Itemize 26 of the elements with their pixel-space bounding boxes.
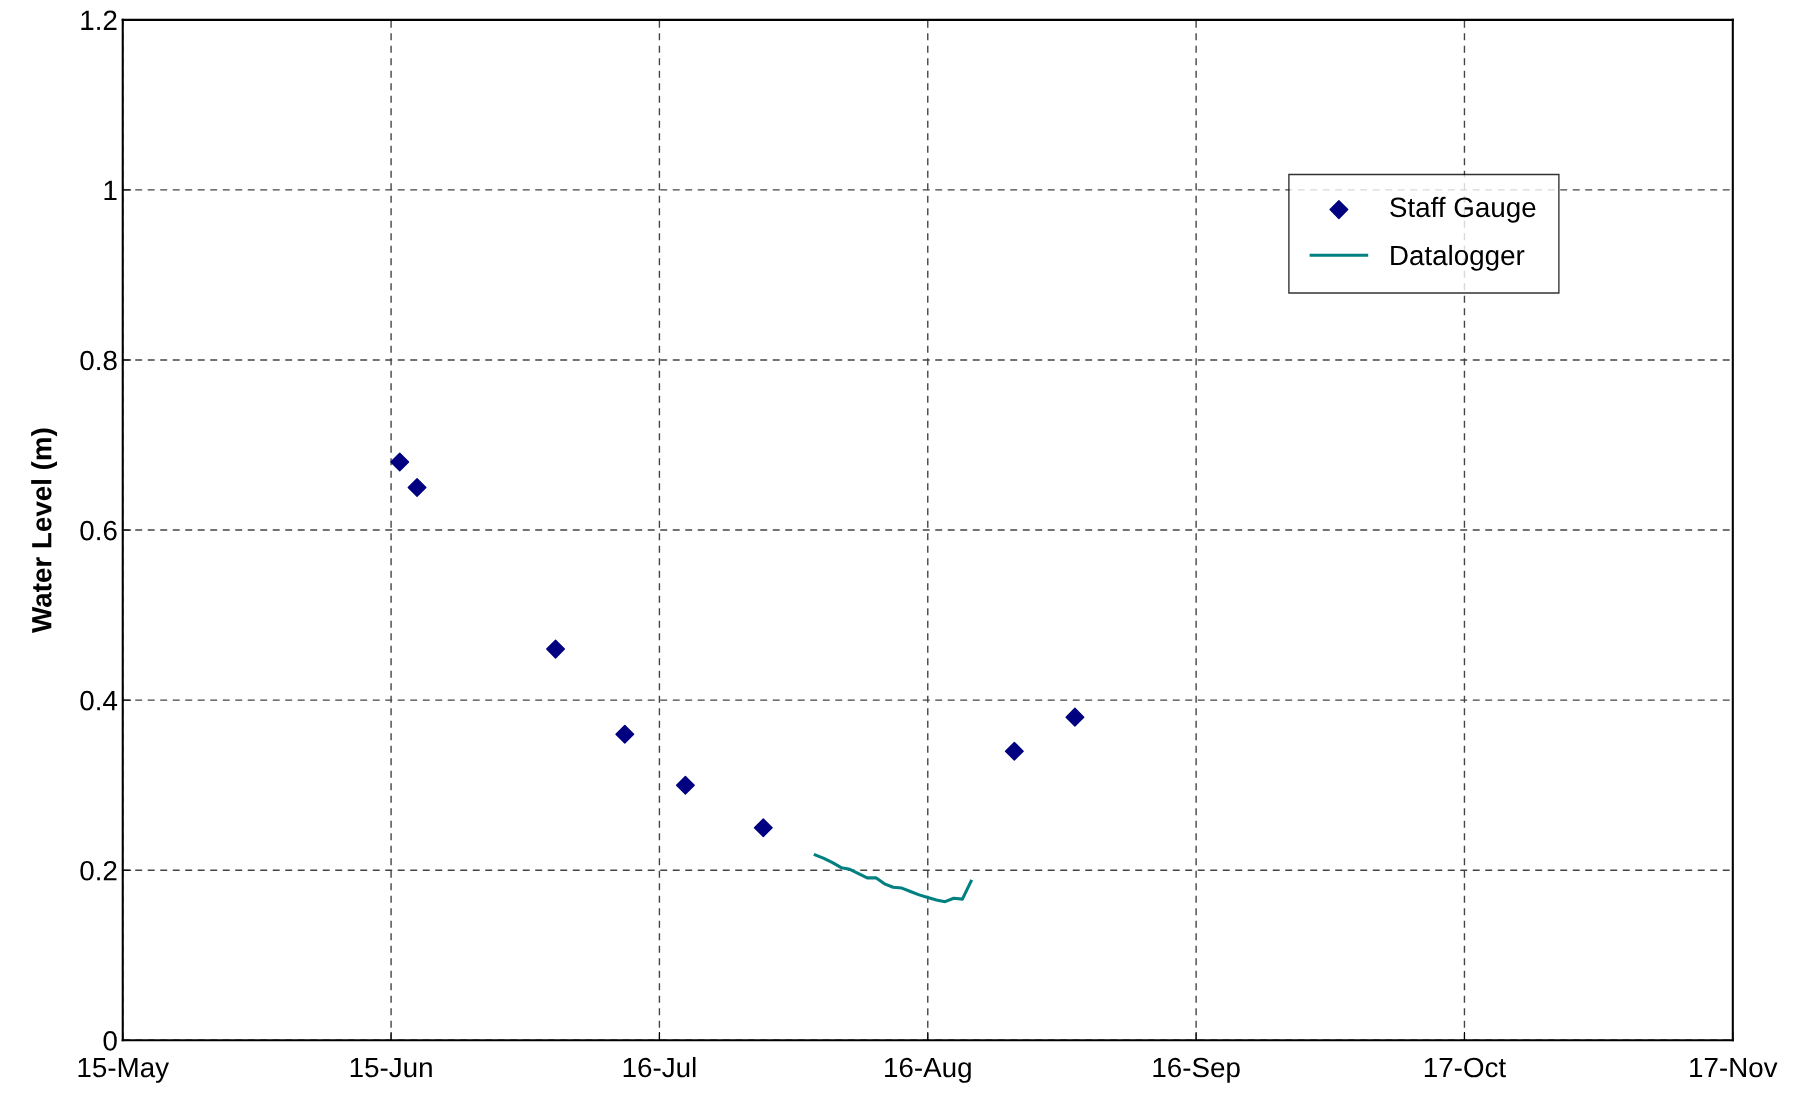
point <box>407 478 427 498</box>
x-tick-label: 16-Aug <box>885 1057 971 1083</box>
x-tick-label: 15-May <box>78 1057 169 1083</box>
y-tick-label: 0.2 <box>80 860 117 881</box>
y-tick-label: 1 <box>104 180 117 200</box>
x-tick-label: 15-Jun <box>350 1057 432 1078</box>
line-series <box>813 853 973 904</box>
legend-label: Staff Gauge <box>1390 196 1536 223</box>
y-axis-title: Water Level (m) <box>31 428 58 633</box>
point <box>675 775 695 795</box>
y-tick-label: 1.2 <box>81 10 117 30</box>
point <box>615 724 635 744</box>
point <box>753 818 773 838</box>
x-tick-label: 16-Sep <box>1153 1057 1240 1083</box>
point <box>390 452 410 472</box>
y-tick-label: 0.6 <box>80 520 117 541</box>
y-tick-label: 0.4 <box>80 690 118 711</box>
x-tick-label: 17-Nov <box>1690 1057 1778 1078</box>
point <box>1004 741 1024 761</box>
point <box>546 639 566 659</box>
legend-label: Datalogger <box>1391 244 1525 271</box>
x-tick-label: 16-Jul <box>623 1056 696 1078</box>
point <box>1065 707 1085 727</box>
y-tick-label: 0.8 <box>80 350 117 371</box>
y-tick-label: 0 <box>103 1030 117 1051</box>
x-tick-label: 17-Oct <box>1424 1057 1506 1078</box>
